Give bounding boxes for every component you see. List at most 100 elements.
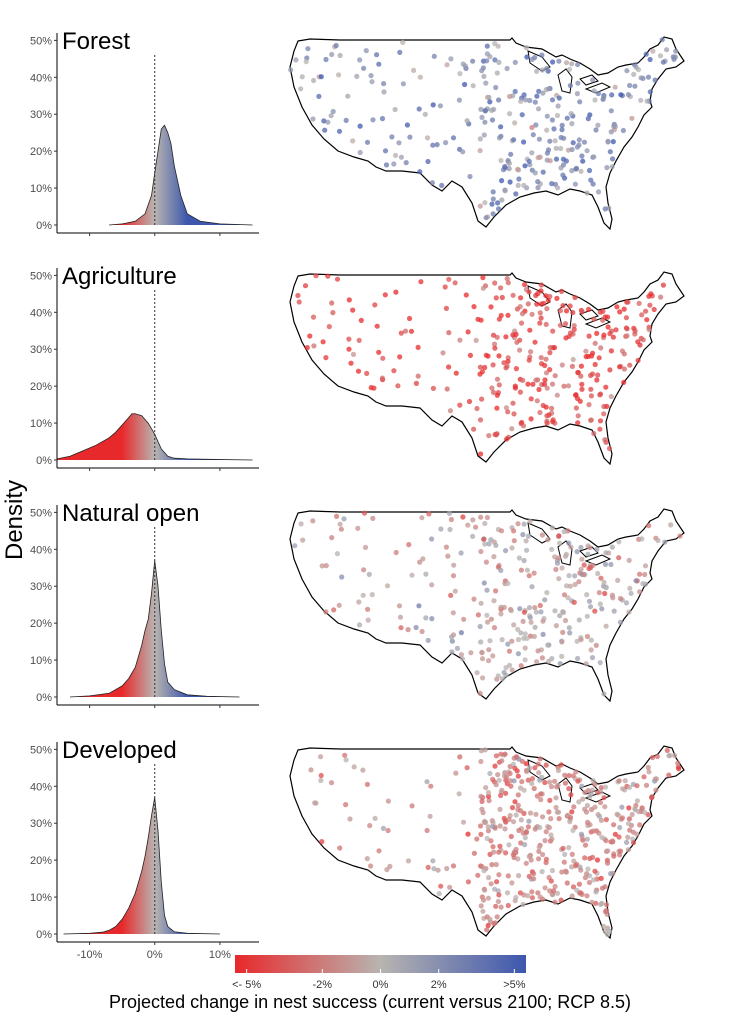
site-point	[343, 802, 349, 808]
site-point	[444, 62, 450, 68]
site-point	[617, 309, 623, 315]
site-point	[572, 181, 578, 187]
site-point	[532, 605, 538, 611]
site-point	[477, 417, 484, 423]
site-point	[531, 871, 537, 877]
site-point	[457, 337, 463, 343]
site-point	[617, 595, 624, 602]
site-point	[597, 660, 603, 666]
site-point	[547, 797, 553, 803]
site-point	[304, 345, 310, 351]
site-point	[549, 836, 555, 842]
site-point	[436, 891, 442, 897]
site-point	[505, 580, 511, 587]
site-point	[526, 158, 532, 164]
site-point	[530, 381, 536, 387]
site-point	[625, 299, 631, 305]
site-point	[540, 631, 546, 637]
site-point	[493, 295, 499, 301]
site-point	[578, 544, 584, 551]
site-point	[540, 618, 546, 624]
site-point	[486, 647, 492, 653]
site-point	[477, 148, 483, 154]
site-point	[660, 59, 666, 65]
site-point	[595, 570, 601, 577]
site-point	[463, 292, 469, 298]
site-point	[496, 316, 502, 322]
site-point	[334, 513, 340, 519]
site-point	[426, 511, 432, 517]
site-point	[446, 276, 452, 282]
site-point	[518, 630, 524, 636]
site-point	[322, 127, 328, 133]
site-point	[610, 334, 616, 340]
site-point	[554, 784, 560, 790]
site-point	[457, 754, 463, 760]
site-point	[485, 895, 491, 901]
site-point	[404, 122, 410, 128]
site-point	[554, 112, 561, 119]
site-point	[576, 799, 582, 805]
site-point	[488, 881, 494, 887]
site-point	[644, 98, 650, 104]
site-point	[447, 408, 453, 414]
site-point	[422, 111, 428, 117]
site-point	[525, 777, 531, 783]
site-point	[496, 849, 502, 855]
site-point	[461, 616, 467, 622]
site-point	[516, 555, 522, 561]
site-point	[447, 526, 453, 533]
site-point	[416, 106, 422, 112]
site-point	[577, 398, 583, 404]
site-point	[586, 598, 593, 604]
site-point	[331, 607, 337, 613]
site-point	[339, 574, 345, 580]
site-point	[543, 829, 549, 835]
site-point	[537, 777, 543, 783]
site-point	[643, 782, 650, 788]
site-point	[667, 752, 673, 759]
site-point	[563, 869, 569, 875]
site-point	[619, 815, 625, 821]
site-point	[555, 103, 561, 109]
site-point	[493, 84, 499, 91]
panel-title: Developed	[62, 737, 177, 764]
site-point	[608, 129, 614, 135]
site-point	[600, 308, 606, 314]
site-point	[545, 297, 551, 303]
site-point	[444, 386, 450, 392]
site-point	[553, 566, 559, 572]
site-point	[406, 542, 412, 548]
site-point	[513, 366, 519, 372]
site-point	[531, 785, 537, 792]
site-point	[586, 879, 592, 886]
site-point	[647, 302, 653, 308]
site-point	[502, 751, 508, 757]
site-point	[539, 532, 545, 538]
density-panels: 0% 10% 20% 30% 40% 50% Forest 0% 10% 20% 30% 40% 50%…	[30, 28, 259, 961]
site-point	[595, 372, 601, 378]
site-point	[406, 315, 413, 322]
site-point	[498, 751, 504, 757]
site-point	[547, 158, 553, 164]
site-point	[496, 353, 502, 359]
site-point	[525, 824, 531, 830]
site-point	[350, 351, 357, 357]
site-point	[509, 426, 515, 432]
site-point	[561, 135, 567, 141]
site-point	[549, 867, 555, 874]
site-point	[566, 786, 572, 792]
site-point	[323, 355, 329, 361]
site-point	[505, 355, 511, 361]
site-point	[505, 873, 511, 879]
site-point	[502, 165, 508, 171]
site-point	[486, 798, 492, 804]
site-point	[392, 106, 398, 113]
site-point	[484, 587, 490, 593]
site-point	[522, 835, 528, 841]
site-point	[529, 780, 535, 787]
site-point	[491, 625, 498, 631]
site-point	[440, 350, 446, 356]
site-point	[649, 794, 655, 801]
site-point	[521, 182, 527, 188]
